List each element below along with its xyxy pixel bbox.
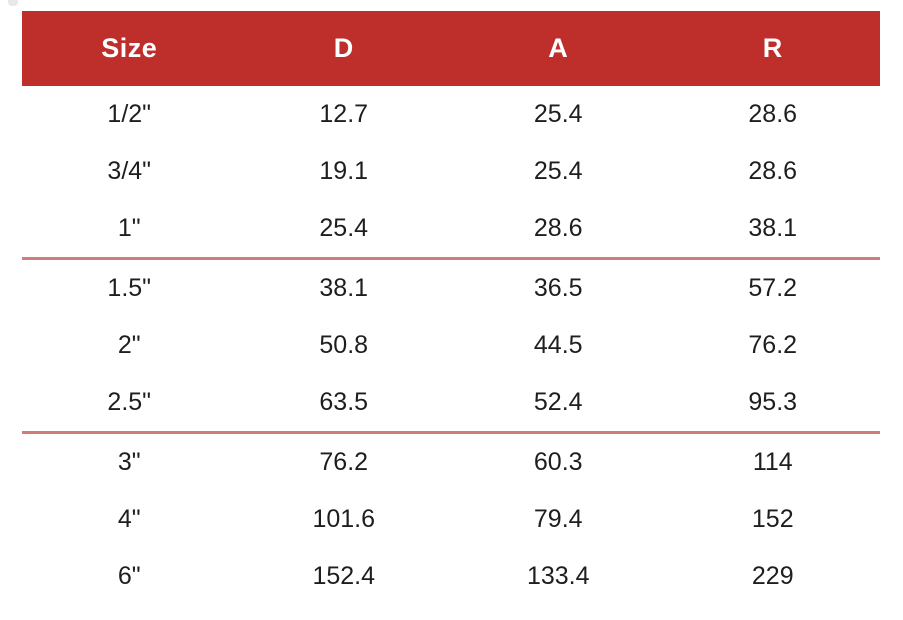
column-header-size: Size xyxy=(101,33,158,63)
table-cell: 133.4 xyxy=(526,562,590,590)
table-cell: 114 xyxy=(752,448,793,476)
table-cell: 101.6 xyxy=(312,505,376,533)
table-cell: 28.6 xyxy=(748,100,798,128)
table-cell: 3/4" xyxy=(107,157,152,185)
column-header-d: D xyxy=(333,33,354,63)
table-cell: 52.4 xyxy=(533,388,583,416)
table-cell: 3" xyxy=(117,448,141,476)
table-cell: 2.5" xyxy=(107,388,152,416)
table-row: 6" 152.4 133.4 229 xyxy=(22,548,880,605)
table-cell: 95.3 xyxy=(748,388,798,416)
table-cell: 152.4 xyxy=(312,562,376,590)
table-row: 1" 25.4 28.6 38.1 xyxy=(22,200,880,257)
table-body: 1/2" 12.7 25.4 28.6 3/4" 19.1 25.4 28.6 1" 25.4 28… xyxy=(22,86,880,605)
table-row: 2.5" 63.5 52.4 95.3 xyxy=(22,374,880,431)
table-cell: 38.1 xyxy=(319,274,369,302)
dimensions-table: Size D A R 1/2" 12.7 25.4 28.6 3/4" 19.1 25.4 2… xyxy=(22,11,880,605)
table-cell: 76.2 xyxy=(748,331,798,359)
table-cell: 6" xyxy=(117,562,141,590)
table-cell: 229 xyxy=(751,562,794,590)
table-row: 2" 50.8 44.5 76.2 xyxy=(22,317,880,374)
table-cell: 79.4 xyxy=(533,505,583,533)
table-row: 3" 76.2 60.3 114 xyxy=(22,431,880,491)
table-cell: 36.5 xyxy=(533,274,583,302)
table-cell: 63.5 xyxy=(319,388,369,416)
table-header-row: Size D A R xyxy=(22,11,880,86)
column-header-r: R xyxy=(762,33,783,63)
table-cell: 57.2 xyxy=(748,274,798,302)
table-cell: 44.5 xyxy=(533,331,583,359)
table-cell: 1" xyxy=(117,214,141,242)
table-cell: 12.7 xyxy=(319,100,369,128)
table-cell: 76.2 xyxy=(319,448,369,476)
scan-artifact xyxy=(8,0,18,6)
table-cell: 50.8 xyxy=(319,331,369,359)
table-cell: 152 xyxy=(751,505,794,533)
table-cell: 60.3 xyxy=(533,448,583,476)
table-cell: 28.6 xyxy=(748,157,798,185)
table-cell: 2" xyxy=(117,331,141,359)
table-cell: 19.1 xyxy=(319,157,369,185)
table-cell: 4" xyxy=(117,505,141,533)
table-cell: 25.4 xyxy=(533,157,583,185)
table-row: 1/2" 12.7 25.4 28.6 xyxy=(22,86,880,143)
table-cell: 25.4 xyxy=(319,214,369,242)
table-row: 4" 101.6 79.4 152 xyxy=(22,491,880,548)
table-row: 1.5" 38.1 36.5 57.2 xyxy=(22,257,880,317)
table-cell: 1/2" xyxy=(107,100,152,128)
table-cell: 38.1 xyxy=(748,214,798,242)
table-row: 3/4" 19.1 25.4 28.6 xyxy=(22,143,880,200)
table-cell: 1.5" xyxy=(107,274,152,302)
table-cell: 28.6 xyxy=(533,214,583,242)
table-cell: 25.4 xyxy=(533,100,583,128)
column-header-a: A xyxy=(548,33,569,63)
